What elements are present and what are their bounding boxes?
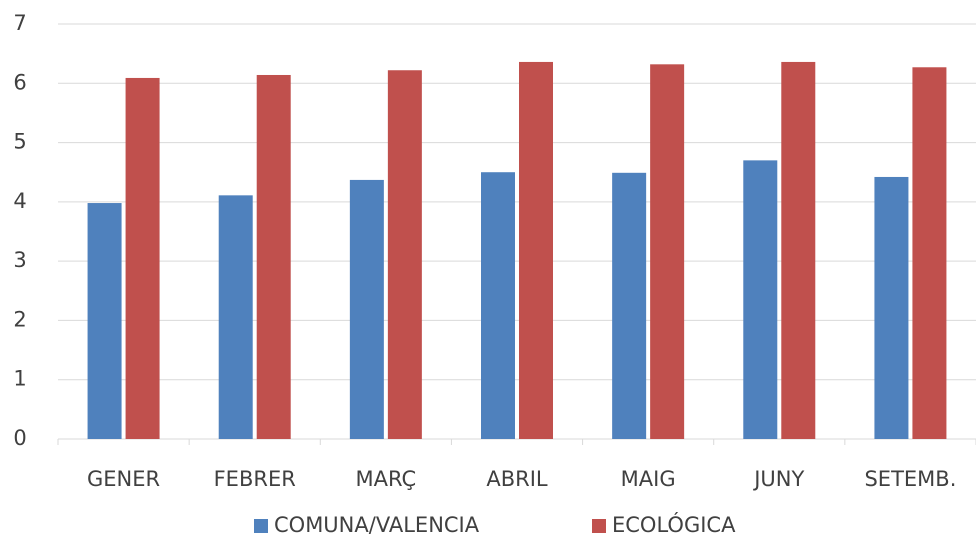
legend-label: ECOLÓGICA bbox=[612, 512, 736, 537]
x-tick-label: FEBRER bbox=[214, 467, 296, 491]
bar bbox=[874, 176, 909, 439]
x-tick-label: ABRIL bbox=[486, 467, 548, 491]
y-tick-label: 1 bbox=[13, 367, 26, 391]
bar bbox=[612, 172, 647, 440]
x-tick-label: MARÇ bbox=[356, 467, 417, 491]
bar bbox=[125, 77, 160, 439]
bar bbox=[218, 195, 253, 439]
legend-swatch bbox=[592, 519, 606, 533]
y-tick-label: 3 bbox=[13, 248, 26, 272]
bar bbox=[650, 64, 685, 440]
bar bbox=[912, 67, 947, 440]
y-tick-label: 6 bbox=[13, 70, 26, 94]
x-tick-label: GENER bbox=[87, 467, 160, 491]
y-tick-label: 5 bbox=[13, 130, 26, 154]
bar bbox=[349, 179, 384, 439]
bar bbox=[87, 203, 122, 439]
y-tick-label: 4 bbox=[13, 189, 26, 213]
x-tick-label: MAIG bbox=[621, 467, 676, 491]
y-tick-label: 2 bbox=[13, 307, 26, 331]
bar bbox=[387, 70, 422, 439]
legend-label: COMUNA/VALENCIA bbox=[274, 513, 480, 537]
bar bbox=[519, 61, 553, 439]
bar bbox=[743, 160, 778, 439]
x-tick-label: JUNY bbox=[752, 467, 804, 491]
y-tick-label: 0 bbox=[13, 426, 26, 450]
bar bbox=[781, 61, 816, 439]
legend-swatch bbox=[254, 519, 268, 533]
y-tick-label: 7 bbox=[13, 11, 26, 35]
bar bbox=[256, 74, 291, 439]
bar bbox=[481, 172, 515, 439]
x-tick-label: SETEMB. bbox=[864, 467, 956, 491]
